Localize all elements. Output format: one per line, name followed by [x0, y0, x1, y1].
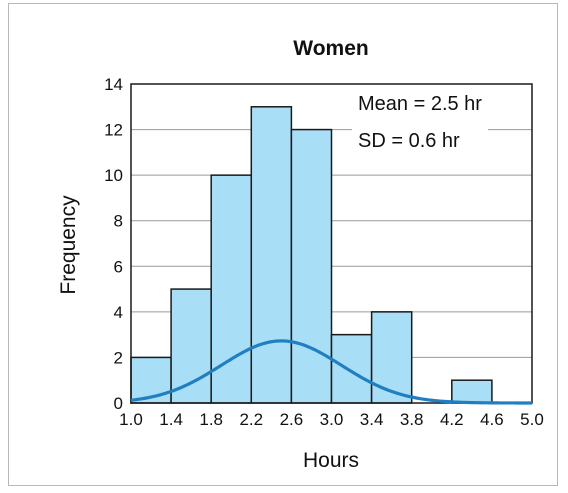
- bar-2.2-2.6: [250, 106, 293, 404]
- x-tick-label: 2.6: [280, 410, 304, 429]
- bar-3.4-3.8: [370, 311, 413, 404]
- x-tick-label: 5.0: [520, 410, 544, 429]
- x-tick-label: 2.2: [239, 410, 263, 429]
- bar-1.4-1.8: [170, 288, 212, 404]
- x-tick-label: 1.0: [119, 410, 143, 429]
- y-axis-label: Frequency: [57, 195, 80, 295]
- y-axis-ticks: 0 2 4 6 8 10 12 14: [104, 75, 123, 413]
- y-tick-label: 8: [114, 212, 123, 231]
- y-tick-label: 6: [114, 257, 123, 276]
- x-axis-label: Hours: [303, 449, 359, 472]
- annotation-background: [352, 88, 488, 154]
- bar-4.2-4.6: [451, 379, 493, 404]
- y-tick-label: 2: [114, 348, 123, 367]
- y-tick-label: 0: [114, 394, 123, 413]
- y-tick-label: 12: [104, 121, 123, 140]
- chart-title: Women: [293, 37, 368, 60]
- normal-curve: [130, 339, 532, 405]
- bar-3.0-3.4: [330, 333, 373, 404]
- bar-1.8-2.2: [210, 174, 253, 404]
- bar-2.6-3.0: [290, 128, 333, 404]
- y-tick-label: 10: [104, 166, 123, 185]
- x-axis-ticks: 1.0 1.4 1.8 2.2 2.6 3.0 3.4 3.8 4.2 4.6 5.0: [119, 410, 544, 429]
- annotation-sd: SD = 0.6 hr: [358, 130, 460, 152]
- x-tick-label: 3.8: [400, 410, 424, 429]
- x-tick-label: 1.4: [159, 410, 183, 429]
- y-tick-label: 14: [104, 75, 123, 94]
- plot-area-border: [130, 83, 533, 404]
- y-tick-label: 4: [114, 303, 123, 322]
- x-tick-label: 3.0: [320, 410, 344, 429]
- x-tick-label: 4.6: [480, 410, 504, 429]
- x-tick-label: 4.2: [440, 410, 464, 429]
- x-tick-label: 1.8: [199, 410, 223, 429]
- annotation-mean: Mean = 2.5 hr: [358, 93, 482, 115]
- x-tick-label: 3.4: [360, 410, 384, 429]
- bars: [130, 106, 493, 404]
